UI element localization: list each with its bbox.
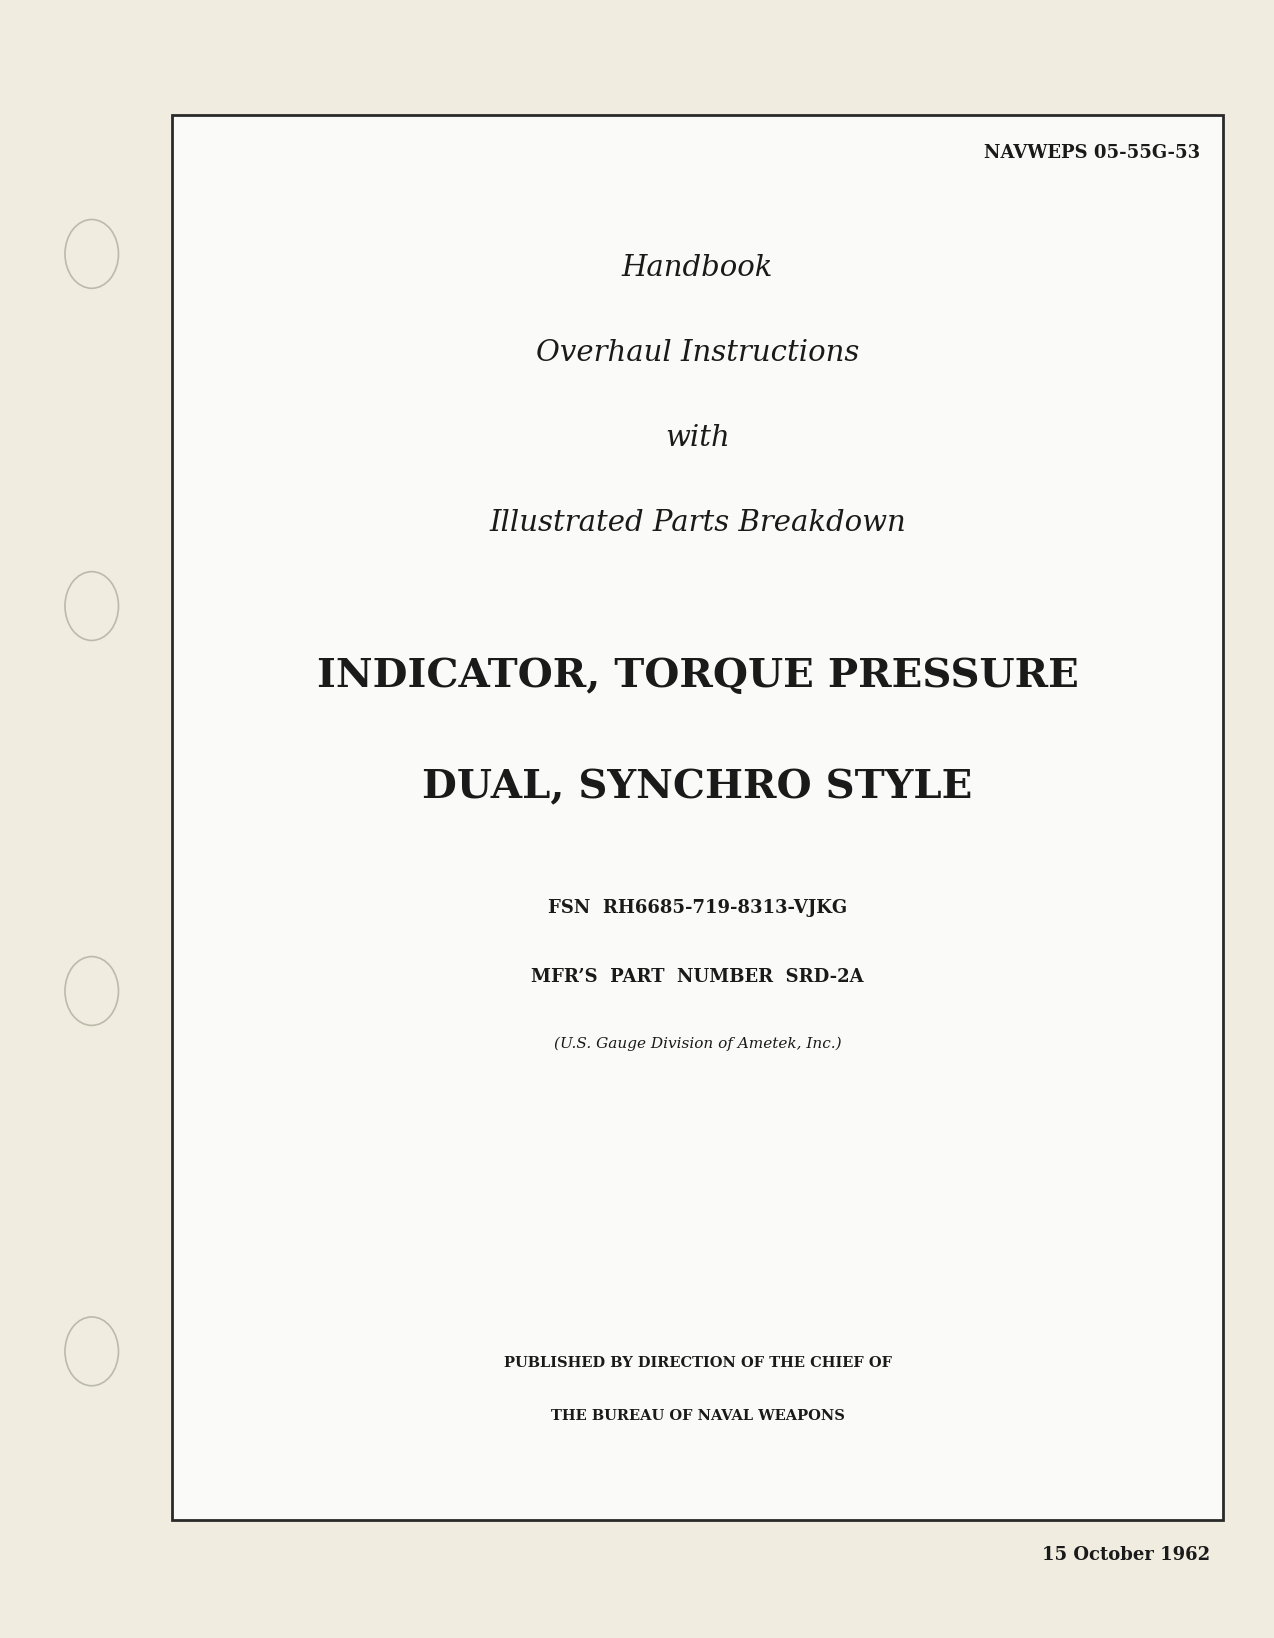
- Text: MFR’S  PART  NUMBER  SRD-2A: MFR’S PART NUMBER SRD-2A: [531, 968, 864, 986]
- Circle shape: [65, 1317, 118, 1386]
- Circle shape: [65, 572, 118, 640]
- Text: Illustrated Parts Breakdown: Illustrated Parts Breakdown: [489, 509, 906, 537]
- Text: NAVWEPS 05-55G-53: NAVWEPS 05-55G-53: [984, 144, 1200, 162]
- Text: FSN  RH6685-719-8313-VJKG: FSN RH6685-719-8313-VJKG: [548, 899, 847, 917]
- Circle shape: [65, 219, 118, 288]
- Text: PUBLISHED BY DIRECTION OF THE CHIEF OF: PUBLISHED BY DIRECTION OF THE CHIEF OF: [503, 1356, 892, 1371]
- Text: Handbook: Handbook: [622, 254, 773, 282]
- Text: INDICATOR, TORQUE PRESSURE: INDICATOR, TORQUE PRESSURE: [316, 657, 1079, 695]
- Text: (U.S. Gauge Division of Ametek, Inc.): (U.S. Gauge Division of Ametek, Inc.): [554, 1037, 841, 1052]
- FancyBboxPatch shape: [172, 115, 1223, 1520]
- Text: with: with: [665, 424, 730, 452]
- Text: 15 October 1962: 15 October 1962: [1042, 1546, 1210, 1564]
- Text: Overhaul Instructions: Overhaul Instructions: [536, 339, 859, 367]
- Circle shape: [65, 957, 118, 1025]
- Text: THE BUREAU OF NAVAL WEAPONS: THE BUREAU OF NAVAL WEAPONS: [550, 1409, 845, 1423]
- Text: DUAL, SYNCHRO STYLE: DUAL, SYNCHRO STYLE: [422, 768, 973, 806]
